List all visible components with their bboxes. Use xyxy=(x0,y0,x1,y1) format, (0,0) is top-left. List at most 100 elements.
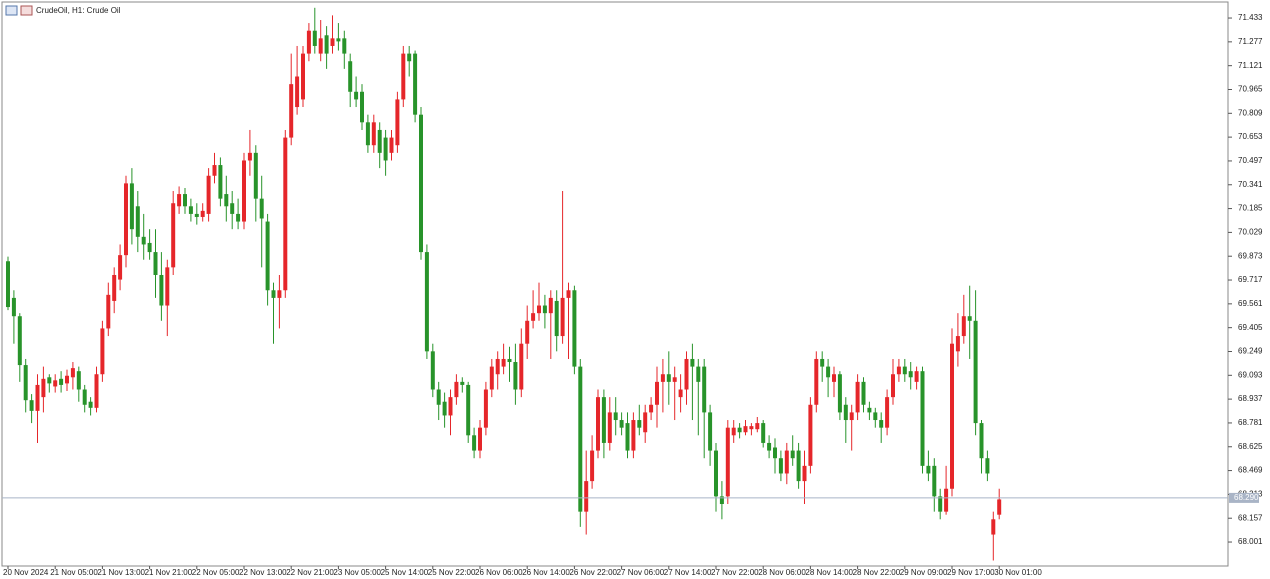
candle-body xyxy=(843,404,848,421)
candle-body xyxy=(200,210,205,217)
candle-body xyxy=(141,236,146,245)
candle-body xyxy=(938,496,943,512)
candle-body xyxy=(188,206,193,214)
candle-body xyxy=(525,320,530,344)
candle-body xyxy=(41,378,46,398)
candle-body xyxy=(826,366,831,378)
candle-body xyxy=(808,404,813,466)
y-tick-label: 68.937 xyxy=(1238,394,1263,403)
candle-body xyxy=(820,358,825,367)
x-tick-label: 22 Nov 05:00 xyxy=(192,568,240,577)
candle-body xyxy=(348,61,353,92)
candle-body xyxy=(590,450,595,482)
candle-body xyxy=(649,404,654,413)
candle-body xyxy=(578,366,583,512)
x-tick-label: 25 Nov 22:00 xyxy=(428,568,476,577)
candle-body xyxy=(672,377,677,382)
y-tick-label: 70.809 xyxy=(1238,108,1263,117)
y-tick-label: 70.029 xyxy=(1238,228,1263,237)
candle-body xyxy=(743,426,748,433)
candle-body xyxy=(885,397,890,428)
candle-body xyxy=(584,481,589,512)
candle-body xyxy=(59,378,64,385)
candle-body xyxy=(383,137,388,161)
candle-body xyxy=(401,53,406,100)
chart-title: CrudeOil, H1: Crude Oil xyxy=(36,6,121,15)
candle-body xyxy=(247,152,252,161)
candle-body xyxy=(277,290,282,298)
candle-body xyxy=(65,375,69,384)
candle-body xyxy=(973,320,978,424)
y-tick-label: 69.873 xyxy=(1238,251,1263,260)
candle-body xyxy=(466,384,471,436)
y-tick-label: 68.781 xyxy=(1238,418,1263,427)
x-tick-label: 27 Nov 06:00 xyxy=(617,568,665,577)
candle-body xyxy=(773,447,777,459)
candle-body xyxy=(330,38,335,46)
candle-body xyxy=(702,366,707,413)
x-tick-label: 29 Nov 09:00 xyxy=(900,568,948,577)
candle-body xyxy=(631,420,636,451)
x-tick-label: 30 Nov 01:00 xyxy=(994,568,1042,577)
x-tick-label: 25 Nov 14:00 xyxy=(381,568,429,577)
candle-body xyxy=(88,401,93,408)
candle-body xyxy=(11,297,16,317)
candle-body xyxy=(342,38,347,54)
candle-body xyxy=(407,53,412,62)
candle-body xyxy=(531,313,536,321)
candle-body xyxy=(324,35,329,54)
candle-body xyxy=(749,426,754,430)
candle-body xyxy=(902,366,907,375)
y-tick-label: 69.093 xyxy=(1238,370,1263,379)
candle-body xyxy=(112,274,117,301)
candle-body xyxy=(832,374,836,382)
candle-body xyxy=(566,290,571,298)
y-tick-label: 71.121 xyxy=(1238,61,1263,70)
candle-body xyxy=(395,99,400,146)
y-tick-label: 68.157 xyxy=(1238,513,1263,522)
candle-body xyxy=(171,203,176,268)
candle-body xyxy=(242,160,246,222)
candle-body xyxy=(778,458,783,474)
candle-body xyxy=(955,336,960,352)
candle-body xyxy=(301,53,305,100)
candle-body xyxy=(206,175,211,214)
candle-body xyxy=(926,465,931,474)
candle-body xyxy=(950,343,954,489)
y-tick-label: 70.497 xyxy=(1238,156,1263,165)
candle-body xyxy=(891,374,895,398)
candle-body xyxy=(554,300,559,337)
plot-frame xyxy=(1,1,1229,567)
candle-body xyxy=(867,407,872,413)
candle-body xyxy=(643,412,648,433)
x-tick-label: 22 Nov 13:00 xyxy=(239,568,287,577)
candle-body xyxy=(53,380,58,387)
candle-body xyxy=(513,362,518,390)
candle-body xyxy=(365,122,370,146)
candle-body xyxy=(613,412,618,421)
candle-body xyxy=(914,371,919,382)
current-price-box xyxy=(1229,492,1259,503)
candle-body xyxy=(796,450,801,482)
candle-body xyxy=(354,91,359,100)
x-tick-label: 26 Nov 14:00 xyxy=(522,568,570,577)
candle-body xyxy=(767,442,772,451)
candle-body xyxy=(70,368,75,378)
candle-body xyxy=(177,194,182,207)
candle-body xyxy=(542,305,547,314)
y-tick-label: 69.561 xyxy=(1238,299,1263,308)
candle-body xyxy=(94,374,99,408)
candle-body xyxy=(601,397,606,443)
candle-body xyxy=(489,366,494,390)
candle-body xyxy=(519,343,524,390)
candle-body xyxy=(377,129,382,153)
candle-body xyxy=(430,351,435,390)
x-tick-label: 27 Nov 14:00 xyxy=(664,568,712,577)
candle-body xyxy=(596,397,600,451)
candle-body xyxy=(873,412,878,421)
candle-body xyxy=(253,152,258,199)
candle-body xyxy=(194,213,199,217)
x-tick-label: 22 Nov 21:00 xyxy=(286,568,334,577)
y-tick-label: 68.469 xyxy=(1238,466,1263,475)
candle-body xyxy=(271,290,276,298)
